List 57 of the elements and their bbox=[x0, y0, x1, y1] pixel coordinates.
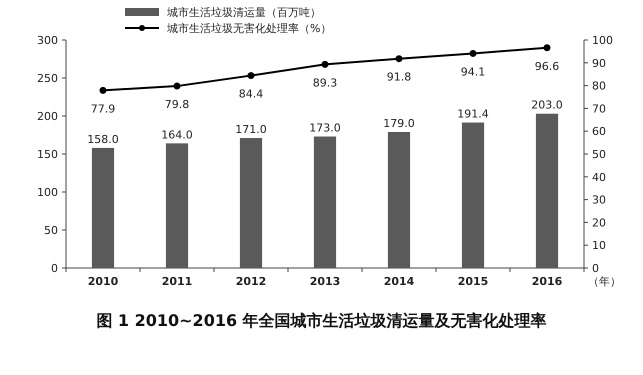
y-tick-label: 150 bbox=[37, 148, 58, 161]
y-tick-label: 300 bbox=[37, 34, 58, 47]
y-tick-label: 50 bbox=[44, 224, 58, 237]
y2-tick-label: 0 bbox=[592, 262, 599, 275]
x-tick-label: 2010 bbox=[88, 275, 119, 288]
data-label: 96.6 bbox=[534, 60, 560, 73]
data-label: 191.4 bbox=[457, 108, 489, 121]
y2-tick-label: 70 bbox=[592, 102, 606, 116]
y2-tick-label: 60 bbox=[592, 125, 606, 138]
bar bbox=[92, 148, 114, 268]
point bbox=[396, 55, 402, 62]
data-label: 77.9 bbox=[90, 102, 116, 116]
x-tick-label: 2011 bbox=[162, 275, 192, 288]
x-tick-label: 2015 bbox=[458, 275, 488, 288]
data-label: 173.0 bbox=[309, 122, 341, 135]
data-label: 164.0 bbox=[161, 128, 193, 142]
point bbox=[544, 44, 550, 52]
y2-tick-label: 30 bbox=[592, 194, 606, 207]
y-tick-label: 250 bbox=[37, 72, 58, 85]
point bbox=[322, 60, 328, 68]
y2-tick-label: 80 bbox=[592, 80, 606, 93]
data-label: 158.0 bbox=[87, 132, 119, 146]
data-label: 84.4 bbox=[238, 88, 264, 101]
y-tick-label: 100 bbox=[37, 186, 58, 199]
data-label: 171.0 bbox=[235, 123, 267, 136]
y2-tick-label: 20 bbox=[592, 216, 606, 230]
data-label: 94.1 bbox=[460, 65, 486, 78]
y2-tick-label: 50 bbox=[592, 148, 606, 161]
bar bbox=[388, 132, 410, 268]
bar bbox=[314, 136, 336, 268]
point bbox=[174, 82, 180, 90]
x-tick-label: 2016 bbox=[532, 275, 563, 288]
text: 图 1 2010~2016 年全国城市生活垃圾清运量及无害化处理率 bbox=[96, 311, 547, 330]
bar bbox=[536, 114, 558, 268]
y2-tick-label: 10 bbox=[592, 239, 606, 252]
data-label: 91.8 bbox=[386, 70, 412, 84]
data-label: 179.0 bbox=[383, 116, 415, 130]
x-tick-label: 2012 bbox=[236, 275, 266, 288]
bar bbox=[166, 143, 188, 268]
point bbox=[470, 50, 476, 57]
legend-label: 城市生活垃圾清运量（百万吨） bbox=[166, 6, 321, 19]
point bbox=[248, 72, 254, 80]
y-tick-label: 0 bbox=[51, 262, 58, 275]
y2-tick-label: 100 bbox=[592, 34, 613, 47]
bar bbox=[462, 122, 484, 268]
point bbox=[100, 86, 106, 94]
y-tick-label: 200 bbox=[37, 110, 58, 123]
legend-label: 城市生活垃圾无害化处理率（%） bbox=[166, 22, 332, 35]
bar bbox=[240, 138, 262, 268]
y2-tick-label: 90 bbox=[592, 56, 606, 70]
data-label: 79.8 bbox=[164, 98, 190, 112]
data-label: 203.0 bbox=[531, 98, 563, 112]
y2-tick-label: 40 bbox=[592, 170, 606, 184]
x-tick-label: 2013 bbox=[310, 275, 340, 288]
x-tick-label: 2014 bbox=[384, 275, 415, 288]
data-label: 89.3 bbox=[312, 76, 338, 90]
x-axis-title: （年） bbox=[588, 275, 621, 288]
